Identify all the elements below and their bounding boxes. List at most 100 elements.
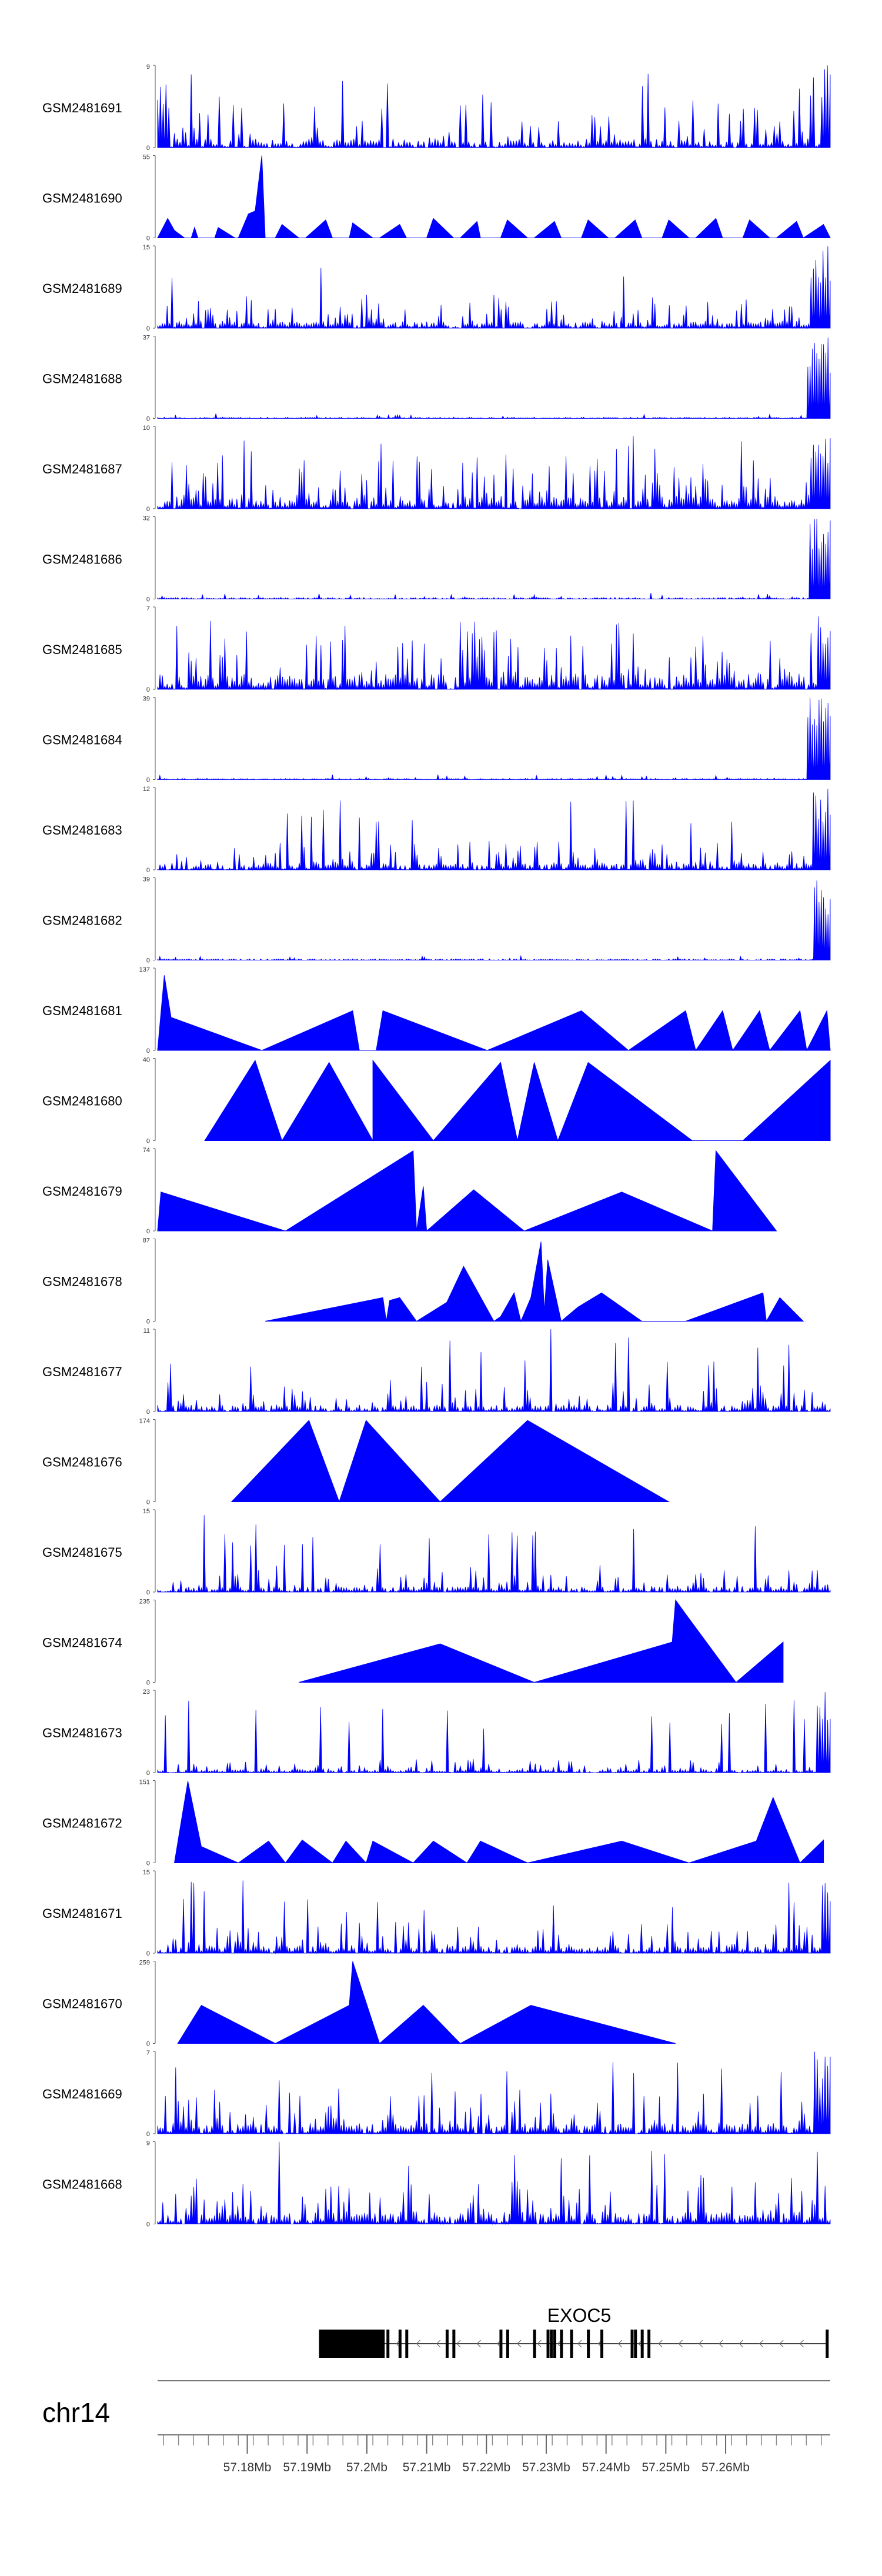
coverage-area: [157, 698, 831, 780]
tick-label: 57.18Mb: [223, 2461, 272, 2474]
exon: [640, 2330, 644, 2358]
y-min-label: 0: [146, 1228, 150, 1235]
y-min-label: 0: [146, 957, 150, 965]
strand-arrow-icon: [537, 2340, 542, 2348]
tick-label: 57.21Mb: [403, 2461, 451, 2474]
strand-arrow-icon: [759, 2340, 764, 2348]
sample-label: GSM2481676: [42, 1455, 122, 1470]
sample-label: GSM2481684: [42, 733, 122, 748]
strand-arrow-icon: [436, 2340, 441, 2348]
sample-label: GSM2481687: [42, 462, 122, 476]
sample-label: GSM2481673: [42, 1726, 122, 1740]
y-min-label: 0: [146, 1680, 150, 1687]
track-GSM2481677: GSM2481677 11 0: [42, 1327, 831, 1416]
exon: [826, 2330, 829, 2358]
sample-label: GSM2481682: [42, 913, 122, 928]
y-min-label: 0: [146, 1047, 150, 1055]
exon: [570, 2330, 573, 2358]
coverage-area: [157, 1692, 831, 1774]
sample-label: GSM2481668: [42, 2177, 122, 2192]
track-GSM2481674: GSM2481674 235 0: [42, 1599, 784, 1687]
y-max-label: 10: [143, 425, 150, 432]
track-GSM2481691: GSM2481691 9 0: [42, 64, 831, 152]
utr-block: [319, 2330, 383, 2358]
sample-label: GSM2481679: [42, 1184, 122, 1199]
sample-label: GSM2481670: [42, 1997, 122, 2011]
coverage-area: [157, 155, 831, 239]
y-min-label: 0: [146, 1589, 150, 1596]
y-min-label: 0: [146, 1319, 150, 1326]
coverage-tracks: GSM248169190GSM2481690550GSM2481689150GS…: [42, 64, 831, 2228]
y-max-label: 7: [146, 2050, 150, 2057]
exon: [398, 2330, 402, 2358]
sample-label: GSM2481683: [42, 823, 122, 837]
sample-label: GSM2481678: [42, 1274, 122, 1289]
exon: [386, 2330, 390, 2358]
y-max-label: 40: [143, 1057, 150, 1064]
track-GSM2481684: GSM2481684 39 0: [42, 696, 831, 784]
y-min-label: 0: [146, 1860, 150, 1867]
tick-label: 57.24Mb: [582, 2461, 630, 2474]
track-GSM2481670: GSM2481670 259 0: [42, 1960, 676, 2048]
sample-label: GSM2481675: [42, 1545, 122, 1560]
sample-label: GSM2481677: [42, 1364, 122, 1379]
track-GSM2481683: GSM2481683 12 0: [42, 786, 831, 874]
y-min-label: 0: [146, 867, 150, 874]
y-min-label: 0: [146, 2131, 150, 2138]
y-max-label: 11: [143, 1327, 150, 1334]
coverage-area: [157, 246, 831, 329]
coverage-area: [157, 616, 831, 690]
sample-label: GSM2481686: [42, 552, 122, 567]
strand-arrow-icon: [799, 2340, 804, 2348]
exon: [553, 2330, 556, 2358]
sample-label: GSM2481691: [42, 101, 122, 115]
track-GSM2481673: GSM2481673 23 0: [42, 1689, 831, 1777]
y-max-label: 137: [139, 966, 150, 973]
exon: [499, 2330, 503, 2358]
y-max-label: 55: [143, 154, 150, 161]
coverage-area: [177, 1961, 676, 2044]
y-min-label: 0: [146, 1950, 150, 1957]
track-GSM2481668: GSM2481668 9 0: [42, 2140, 831, 2228]
strand-arrow-icon: [416, 2340, 420, 2348]
coverage-area: [299, 1599, 784, 1683]
coverage-area: [265, 1242, 804, 1323]
sample-label: GSM2481671: [42, 1906, 122, 1921]
y-max-label: 174: [139, 1418, 150, 1425]
y-max-label: 32: [143, 515, 150, 522]
gene-track: EXOC5: [319, 2305, 829, 2358]
track-GSM2481689: GSM2481689 15 0: [42, 244, 831, 332]
track-GSM2481687: GSM2481687 10 0: [42, 425, 831, 513]
y-min-label: 0: [146, 2221, 150, 2228]
track-GSM2481669: GSM2481669 7 0: [42, 2050, 831, 2138]
track-GSM2481671: GSM2481671 15 0: [42, 1869, 831, 1957]
exon: [647, 2330, 651, 2358]
strand-arrow-icon: [699, 2340, 703, 2348]
coverage-area: [157, 789, 831, 871]
sample-label: GSM2481669: [42, 2087, 122, 2101]
sample-label: GSM2481674: [42, 1636, 122, 1650]
coverage-area: [157, 2141, 831, 2225]
y-max-label: 23: [143, 1689, 150, 1696]
y-min-label: 0: [146, 1770, 150, 1777]
strand-arrow-icon: [517, 2340, 522, 2348]
exon: [600, 2330, 604, 2358]
exon: [382, 2330, 385, 2358]
y-max-label: 39: [143, 696, 150, 703]
tick-label: 57.23Mb: [522, 2461, 570, 2474]
sample-label: GSM2481688: [42, 372, 122, 386]
exon: [587, 2330, 590, 2358]
coverage-area: [157, 338, 831, 419]
exon: [533, 2330, 536, 2358]
tick-label: 57.25Mb: [642, 2461, 690, 2474]
sample-label: GSM2481672: [42, 1816, 122, 1831]
coverage-area: [157, 975, 831, 1052]
track-GSM2481685: GSM2481685 7 0: [42, 605, 831, 693]
chromosome-label: chr14: [42, 2397, 110, 2428]
y-min-label: 0: [146, 145, 150, 152]
strand-arrow-icon: [779, 2340, 784, 2348]
strand-arrow-icon: [617, 2340, 623, 2348]
exon: [405, 2330, 409, 2358]
exon: [634, 2330, 637, 2358]
